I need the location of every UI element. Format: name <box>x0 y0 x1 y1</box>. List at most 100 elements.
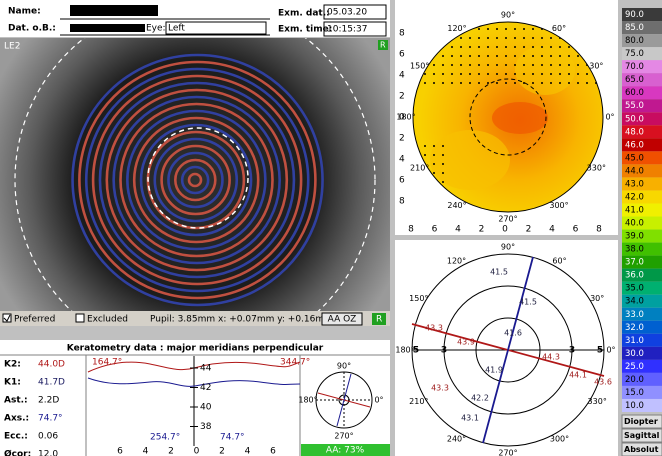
scale-label: 35.0 <box>625 284 644 294</box>
meridian-label: 254.7° <box>150 433 180 443</box>
k-value: 0.06 <box>38 432 58 442</box>
image-label: LE2 <box>4 42 20 52</box>
x-tick-label: 2 <box>219 447 225 456</box>
k-label: K1: <box>4 378 21 388</box>
y-tick-label: 8 <box>399 29 405 39</box>
angle-label: 150° <box>410 62 429 71</box>
angle-label: 0° <box>605 113 614 122</box>
scale-button-label[interactable]: Diopter <box>624 417 658 426</box>
k-reading: 43.1 <box>461 414 479 423</box>
scale-label: 90.0 <box>625 10 644 20</box>
y-tick-label: 6 <box>399 50 405 60</box>
x-tick-label: 6 <box>270 447 276 456</box>
map-zone <box>492 102 548 134</box>
y-tick-label: 6 <box>399 176 405 186</box>
k-label: Ecc.: <box>4 432 28 442</box>
k-value: 12.0 <box>38 450 58 456</box>
y-tick-label: 38 <box>200 422 212 432</box>
scale-label: 36.0 <box>625 271 644 281</box>
meridian-label: 74.7° <box>220 433 245 443</box>
k-reading: 43.6 <box>594 378 612 387</box>
meridian-label: 164.7° <box>92 358 122 368</box>
x-tick-label: 6 <box>573 225 579 235</box>
preferred-label[interactable]: Preferred <box>14 315 55 325</box>
name-label: Name: <box>8 7 41 17</box>
meridian-label: 344.7° <box>280 358 310 368</box>
exam-date-label: Exm. dat.: <box>278 9 330 19</box>
exam-time: 10:15:37 <box>327 25 367 35</box>
x-tick-label: 8 <box>408 225 414 235</box>
angle-label: 240° <box>447 435 466 444</box>
y-tick-label: 8 <box>399 197 405 207</box>
angle-label: 330° <box>588 397 607 406</box>
x-tick-label: 2 <box>526 225 532 235</box>
k-reading: 43.9 <box>457 338 475 347</box>
ring-label: 3 <box>569 346 575 356</box>
k-reading: 41.5 <box>490 268 508 277</box>
x-tick-label: 0 <box>502 225 508 235</box>
scale-label: 70.0 <box>625 62 644 72</box>
y-tick-label: 4 <box>399 71 405 81</box>
k-label: Axs.: <box>4 414 29 424</box>
dial-label: 90° <box>337 362 351 371</box>
checkbox[interactable] <box>76 314 84 322</box>
dial-label: 0° <box>374 396 383 405</box>
ring-label: 5 <box>597 346 603 356</box>
angle-label: 120° <box>447 24 466 33</box>
angle-label: 90° <box>501 243 515 252</box>
k-value: 41.7D <box>38 378 65 388</box>
aa-oz-label[interactable]: AA OZ <box>328 315 357 325</box>
scale-label: 30.0 <box>625 349 644 359</box>
eye-value: Left <box>168 24 185 34</box>
scale-button-label[interactable]: Sagittal <box>624 431 660 440</box>
eye-image <box>0 0 390 360</box>
k-label: Ast.: <box>4 396 28 406</box>
angle-label: 270° <box>498 449 517 456</box>
angle-label: 180° <box>395 346 414 355</box>
angle-label: 300° <box>550 435 569 444</box>
k-reading: 44.1 <box>569 371 587 380</box>
k-reading: 44.3 <box>542 353 560 362</box>
k-label: K2: <box>4 360 21 370</box>
k-reading: 43.3 <box>425 324 443 333</box>
scale-label: 37.0 <box>625 258 644 268</box>
angle-label: 210° <box>410 164 429 173</box>
excluded-label[interactable]: Excluded <box>87 315 128 325</box>
scale-label: 10.0 <box>625 401 644 411</box>
dial-label: 180° <box>298 396 317 405</box>
x-tick-label: 4 <box>549 225 555 235</box>
scale-label: 50.0 <box>625 114 644 124</box>
screen: Name: Dat. o.B.: Eye: Left Exm. dat.: 05… <box>0 0 662 456</box>
scale-label: 40.0 <box>625 219 644 229</box>
redacted <box>70 5 158 16</box>
y-tick-label: 0 <box>399 113 405 123</box>
dob-label: Dat. o.B.: <box>8 24 56 34</box>
angle-label: 150° <box>409 294 428 303</box>
scale-label: 31.0 <box>625 336 644 346</box>
scale-label: 32.0 <box>625 323 644 333</box>
y-tick-label: 4 <box>399 155 405 165</box>
scale-label: 46.0 <box>625 140 644 150</box>
angle-label: 210° <box>409 397 428 406</box>
scale-label: 42.0 <box>625 192 644 202</box>
angle-label: 300° <box>549 201 568 210</box>
angle-label: 30° <box>590 294 604 303</box>
angle-label: 240° <box>447 201 466 210</box>
x-tick-label: 6 <box>117 447 123 456</box>
k-reading: 41.5 <box>519 298 537 307</box>
angle-label: 60° <box>552 256 566 265</box>
aa-value: AA: 73% <box>326 446 365 456</box>
ring-label: 3 <box>441 346 447 356</box>
scale-button-label[interactable]: Absolut <box>624 445 659 454</box>
x-tick-label: 0 <box>194 447 200 456</box>
scale-label: 60.0 <box>625 88 644 98</box>
k-label: Øcor: <box>4 449 31 456</box>
color-scale: 90.085.080.075.070.065.060.055.050.048.0… <box>622 8 662 456</box>
status-flag: R <box>376 315 382 325</box>
x-tick-label: 2 <box>479 225 485 235</box>
y-tick-label: 42 <box>200 383 211 393</box>
angle-label: 0° <box>606 346 615 355</box>
k-value: 44.0D <box>38 360 65 370</box>
k-value: 74.7° <box>38 414 63 424</box>
k-reading: 42.2 <box>471 394 489 403</box>
